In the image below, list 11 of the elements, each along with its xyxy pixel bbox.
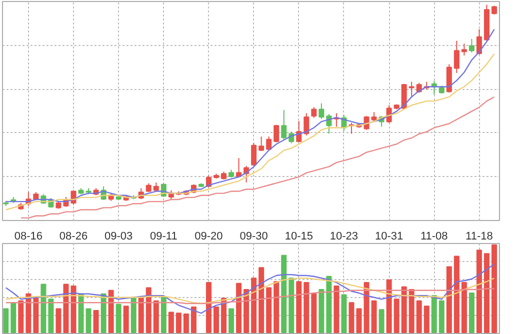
x-tick-label: 09-03 bbox=[104, 230, 133, 242]
x-tick-label: 08-26 bbox=[59, 230, 88, 242]
x-tick-label: 10-23 bbox=[330, 230, 358, 242]
x-tick-label: 11-18 bbox=[466, 230, 493, 242]
x-tick-label: 11-08 bbox=[420, 230, 448, 242]
x-tick-label: 09-20 bbox=[194, 230, 223, 242]
x-tick-label: 09-30 bbox=[240, 230, 268, 242]
x-tick-label: 08-16 bbox=[14, 230, 42, 242]
x-tick-label: 10-31 bbox=[374, 230, 404, 242]
x-tick-label: 09-11 bbox=[150, 230, 178, 242]
x-tick-label: 10-15 bbox=[284, 230, 313, 242]
